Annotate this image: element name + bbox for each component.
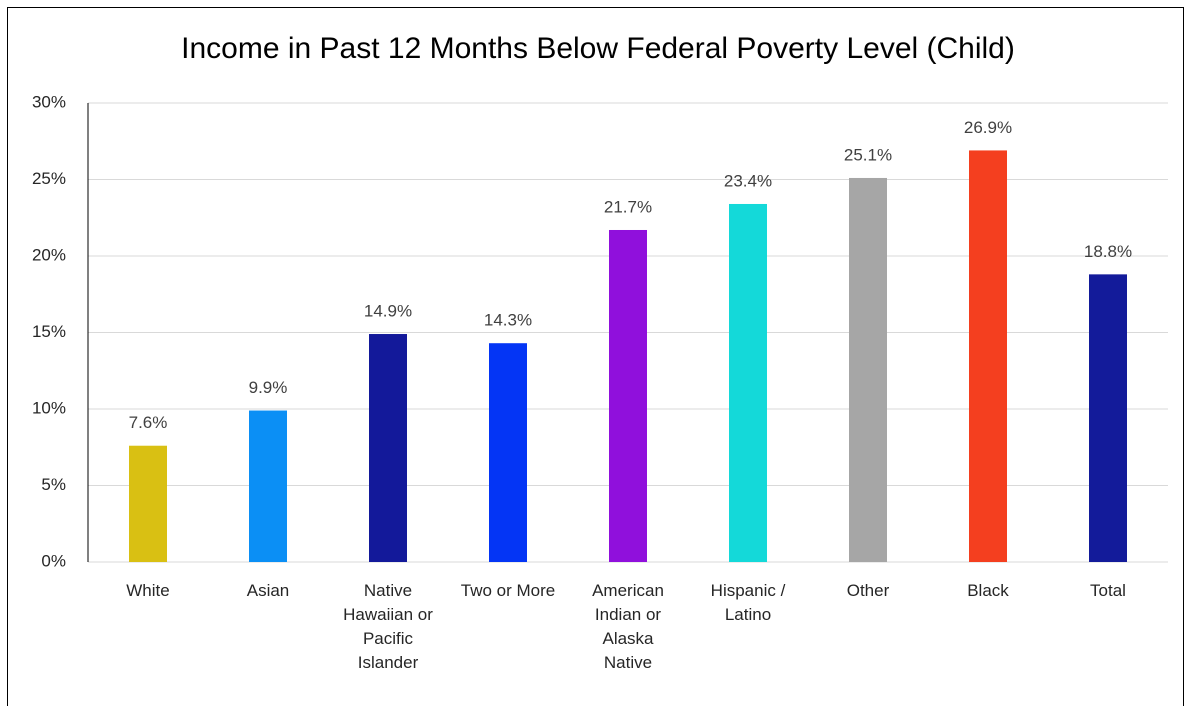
x-tick-label: Two or More [460, 581, 556, 600]
x-tick-label: Total [1090, 581, 1126, 600]
y-tick-label: 20% [32, 245, 66, 264]
y-tick-label: 5% [41, 475, 66, 494]
y-tick-label: 10% [32, 398, 66, 417]
x-tick-label: Black [967, 581, 1009, 600]
value-label: 25.1% [844, 145, 892, 164]
x-tick-label: American Indian or Alaska Native [592, 581, 664, 672]
chart-border [7, 7, 1184, 706]
x-tick-label: Other [846, 581, 890, 600]
value-label: 7.6% [129, 413, 168, 432]
chart-title: Income in Past 12 Months Below Federal P… [181, 32, 1015, 65]
bar [969, 150, 1007, 562]
bar [249, 410, 287, 562]
value-label: 26.9% [964, 118, 1012, 137]
bar [849, 177, 887, 562]
value-label: 9.9% [249, 378, 288, 397]
x-tick-label: Asian [246, 581, 290, 600]
y-tick-label: 30% [32, 92, 66, 111]
value-label: 14.3% [484, 311, 532, 330]
value-label: 23.4% [724, 171, 772, 190]
bar [1089, 274, 1127, 562]
value-label: 18.8% [1084, 242, 1132, 261]
y-tick-label: 0% [41, 551, 66, 570]
y-tick-label: 25% [32, 169, 66, 188]
value-label: 21.7% [604, 197, 652, 216]
x-tick-label: White [126, 581, 170, 600]
bar [729, 203, 767, 563]
x-tick-label: Native Hawaiian or Pacific Islander [343, 581, 433, 672]
y-tick-label: 15% [32, 322, 66, 341]
bar [129, 445, 167, 562]
bar [489, 343, 527, 562]
bar [369, 334, 407, 562]
x-tick-label: Hispanic / Latino [710, 581, 786, 624]
bar [609, 229, 647, 563]
value-label: 14.9% [364, 302, 412, 321]
